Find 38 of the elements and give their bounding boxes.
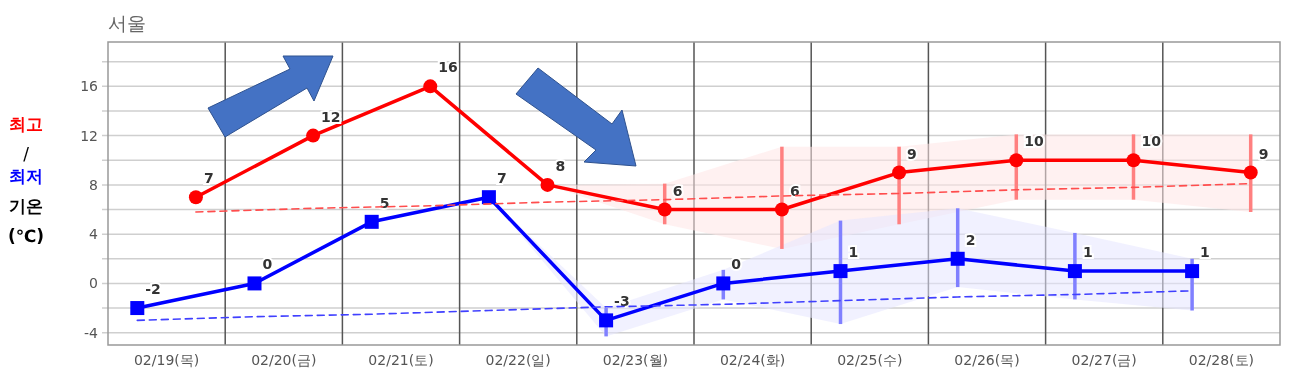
data-label: 12 xyxy=(321,108,341,125)
data-label: -3 xyxy=(614,293,630,310)
y-axis-title: 최고/최저 기온 (℃) xyxy=(7,114,45,246)
x-tick-label: 02/19(목) xyxy=(133,352,200,368)
data-label: 6 xyxy=(672,182,683,199)
data-label: 7 xyxy=(203,170,214,187)
x-tick-label: 02/24(화) xyxy=(719,352,786,368)
y-tick-label: 8 xyxy=(89,176,98,193)
data-label: 5 xyxy=(379,194,390,211)
y-tick-label: -4 xyxy=(84,324,99,341)
x-tick-label: 02/27(금) xyxy=(1071,352,1137,368)
x-tick-label: 02/26(목) xyxy=(954,352,1020,368)
data-label: 2 xyxy=(965,231,976,248)
data-label: 9 xyxy=(1258,145,1269,162)
data-label: 10 xyxy=(1024,133,1045,150)
data-label: 10 xyxy=(1141,133,1162,150)
data-label: 1 xyxy=(1200,244,1210,261)
data-label: 1 xyxy=(848,244,859,261)
x-tick-label: 02/22(일) xyxy=(485,352,551,368)
x-tick-label: 02/28(토) xyxy=(1188,352,1255,368)
x-tick-label: 02/23(월) xyxy=(602,352,669,368)
data-label: 9 xyxy=(907,145,917,162)
data-label: 8 xyxy=(555,157,566,174)
data-label: 0 xyxy=(262,256,273,273)
y-tick-label: 16 xyxy=(80,78,99,95)
x-tick-label: 02/25(수) xyxy=(837,352,903,368)
data-label: 0 xyxy=(731,256,742,273)
data-label: -2 xyxy=(145,281,161,298)
y-tick-label: 4 xyxy=(89,226,99,243)
y-tick-label: 12 xyxy=(80,127,98,144)
data-label: 1 xyxy=(1082,244,1093,261)
data-label: 6 xyxy=(789,182,800,199)
x-tick-label: 02/20(금) xyxy=(251,352,317,368)
chart-title: 서울 xyxy=(108,12,146,34)
y-tick-label: 0 xyxy=(89,275,98,292)
x-tick-label: 02/21(토) xyxy=(368,352,434,368)
data-label: 16 xyxy=(438,59,458,76)
data-label: 7 xyxy=(496,170,507,187)
